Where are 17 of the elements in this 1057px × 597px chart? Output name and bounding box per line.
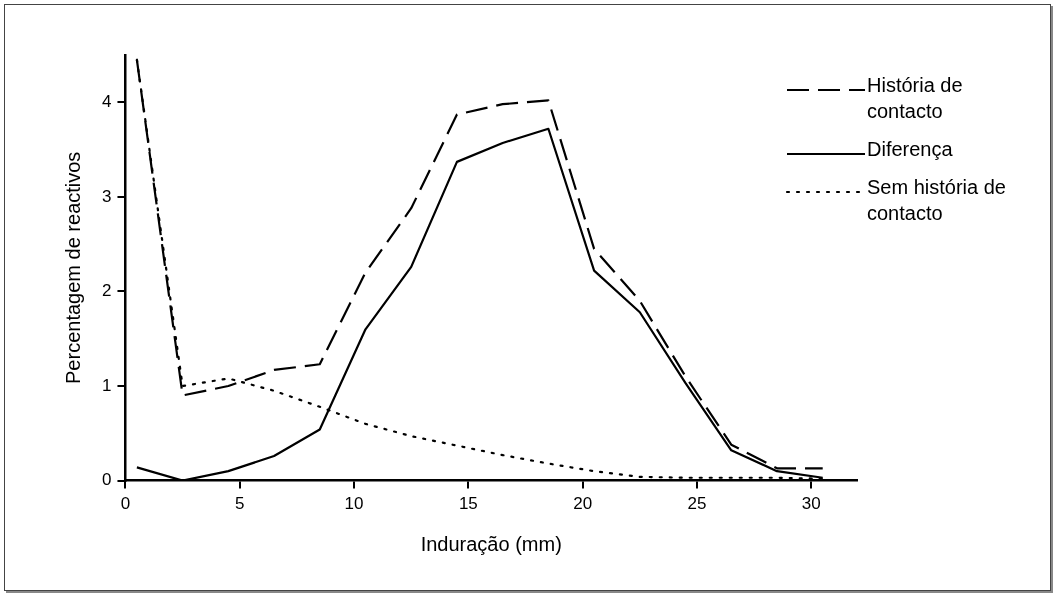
x-tick-label: 20 — [573, 494, 593, 514]
x-tick-label: 15 — [458, 494, 478, 514]
x-tick-label: 10 — [344, 494, 364, 514]
x-tick-label: 0 — [120, 494, 131, 514]
legend-label: Sem história de contacto — [867, 175, 1007, 226]
y-tick-label: 3 — [101, 186, 112, 206]
y-tick-label: 4 — [101, 91, 112, 111]
legend-label: Diferença — [867, 137, 954, 162]
y-tick-label: 2 — [101, 281, 112, 301]
y-tick-label: 0 — [101, 470, 112, 490]
x-axis-title: Induração (mm) — [420, 532, 562, 555]
y-tick-label: 1 — [101, 375, 112, 395]
x-tick-label: 5 — [235, 494, 245, 514]
legend-label: História de contacto — [867, 73, 964, 124]
y-axis-title: Percentagem de reactivos — [61, 151, 84, 384]
x-tick-label: 30 — [801, 494, 821, 514]
x-tick-label: 25 — [687, 494, 707, 514]
